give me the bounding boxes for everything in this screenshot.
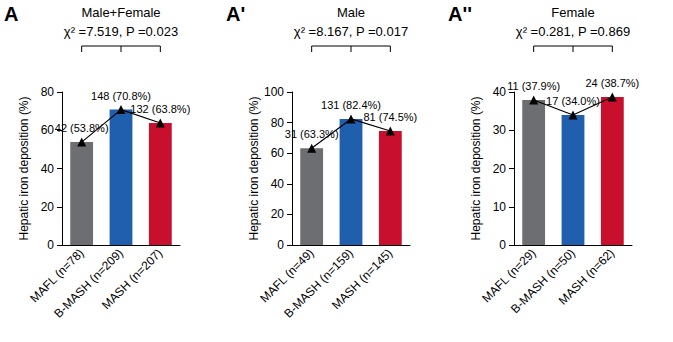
svg-text:Hepatic iron deposition (%): Hepatic iron deposition (%) — [17, 96, 31, 240]
svg-text:131 (82.4%): 131 (82.4%) — [321, 99, 381, 111]
svg-text:40: 40 — [41, 162, 55, 176]
svg-text:A': A' — [226, 3, 245, 25]
svg-text:MAFL (n=78): MAFL (n=78) — [27, 246, 87, 306]
svg-text:Male+Female: Male+Female — [81, 5, 160, 20]
svg-text:132 (63.8%): 132 (63.8%) — [130, 103, 190, 115]
svg-text:MASH (n=207): MASH (n=207) — [99, 246, 165, 312]
svg-text:60: 60 — [41, 123, 55, 137]
svg-text:100: 100 — [264, 85, 284, 99]
svg-text:0: 0 — [499, 238, 506, 252]
svg-text:0: 0 — [277, 238, 284, 252]
svg-text:B-MASH (n=50): B-MASH (n=50) — [508, 246, 578, 316]
svg-text:11 (37.9%): 11 (37.9%) — [507, 80, 560, 92]
svg-text:42 (53.8%): 42 (53.8%) — [55, 122, 109, 134]
svg-text:60: 60 — [271, 146, 285, 160]
svg-text:0: 0 — [47, 238, 54, 252]
svg-text:Hepatic iron deposition (%): Hepatic iron deposition (%) — [247, 96, 261, 240]
svg-text:Female: Female — [551, 5, 594, 20]
svg-text:40: 40 — [271, 177, 285, 191]
svg-text:31 (63.3%): 31 (63.3%) — [285, 128, 339, 140]
svg-text:χ² =7.519, P =0.023: χ² =7.519, P =0.023 — [64, 24, 178, 39]
svg-text:B-MASH (n=209): B-MASH (n=209) — [51, 246, 126, 321]
svg-text:χ² =8.167, P =0.017: χ² =8.167, P =0.017 — [294, 24, 408, 39]
svg-text:17 (34.0%): 17 (34.0%) — [546, 95, 600, 107]
svg-text:MAFL (n=29): MAFL (n=29) — [479, 246, 539, 306]
svg-text:30: 30 — [493, 123, 507, 137]
svg-text:MASH (n=62): MASH (n=62) — [556, 246, 617, 307]
svg-text:20: 20 — [41, 200, 55, 214]
svg-text:MASH (n=145): MASH (n=145) — [329, 246, 395, 312]
svg-text:MAFL (n=49): MAFL (n=49) — [257, 246, 317, 306]
svg-text:80: 80 — [271, 116, 285, 130]
svg-text:10: 10 — [493, 200, 507, 214]
svg-text:A'': A'' — [448, 3, 472, 25]
svg-text:χ² =0.281, P =0.869: χ² =0.281, P =0.869 — [516, 24, 630, 39]
svg-text:A: A — [4, 3, 18, 25]
svg-text:B-MASH (n=159): B-MASH (n=159) — [281, 246, 356, 321]
svg-text:81 (74.5%): 81 (74.5%) — [363, 111, 417, 123]
svg-text:24 (38.7%): 24 (38.7%) — [585, 77, 639, 89]
svg-text:40: 40 — [493, 85, 507, 99]
svg-text:Male: Male — [337, 5, 365, 20]
svg-text:20: 20 — [493, 162, 507, 176]
svg-text:80: 80 — [41, 85, 55, 99]
svg-text:148 (70.8%): 148 (70.8%) — [91, 90, 151, 102]
svg-text:Hepatic iron deposition (%): Hepatic iron deposition (%) — [469, 96, 483, 240]
svg-text:20: 20 — [271, 207, 285, 221]
